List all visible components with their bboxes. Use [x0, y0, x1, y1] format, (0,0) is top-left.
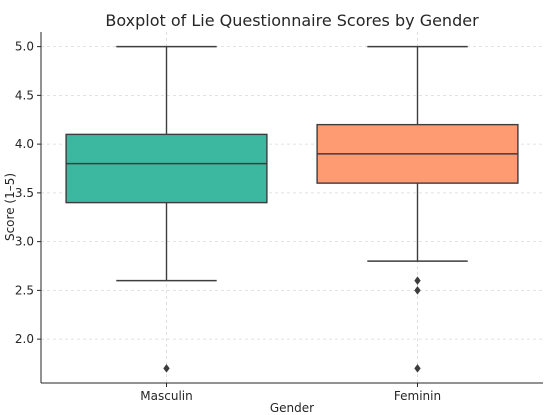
- iqr-box: [65, 133, 268, 204]
- y-tick-label: 3.5: [15, 186, 34, 200]
- chart-title: Boxplot of Lie Questionnaire Scores by G…: [105, 11, 479, 30]
- tick-layer: 2.0 2.5 3.0 3.5 4.0 4.5 5.0 Masculin Feminin: [15, 40, 441, 403]
- y-tick-label: 3.0: [15, 235, 34, 249]
- box-group-feminin: [316, 45, 519, 373]
- x-tick-label: Feminin: [394, 389, 441, 403]
- box-layer: [65, 45, 519, 373]
- x-axis-label: Gender: [270, 401, 314, 415]
- y-tick-label: 4.5: [15, 88, 34, 102]
- y-tick-label: 4.0: [15, 137, 34, 151]
- outlier-point: [414, 276, 421, 285]
- x-tick-label: Masculin: [140, 389, 192, 403]
- outlier-point: [414, 286, 421, 295]
- axis-layer: [40, 32, 543, 384]
- outlier-point: [163, 364, 170, 373]
- outlier-point: [414, 364, 421, 373]
- y-tick-label: 2.0: [15, 332, 34, 346]
- box-group-masculin: [65, 45, 268, 373]
- y-axis-label: Score (1–5): [3, 173, 17, 241]
- y-tick-label: 5.0: [15, 40, 34, 54]
- grid-layer: [41, 32, 543, 383]
- y-tick-label: 2.5: [15, 283, 34, 297]
